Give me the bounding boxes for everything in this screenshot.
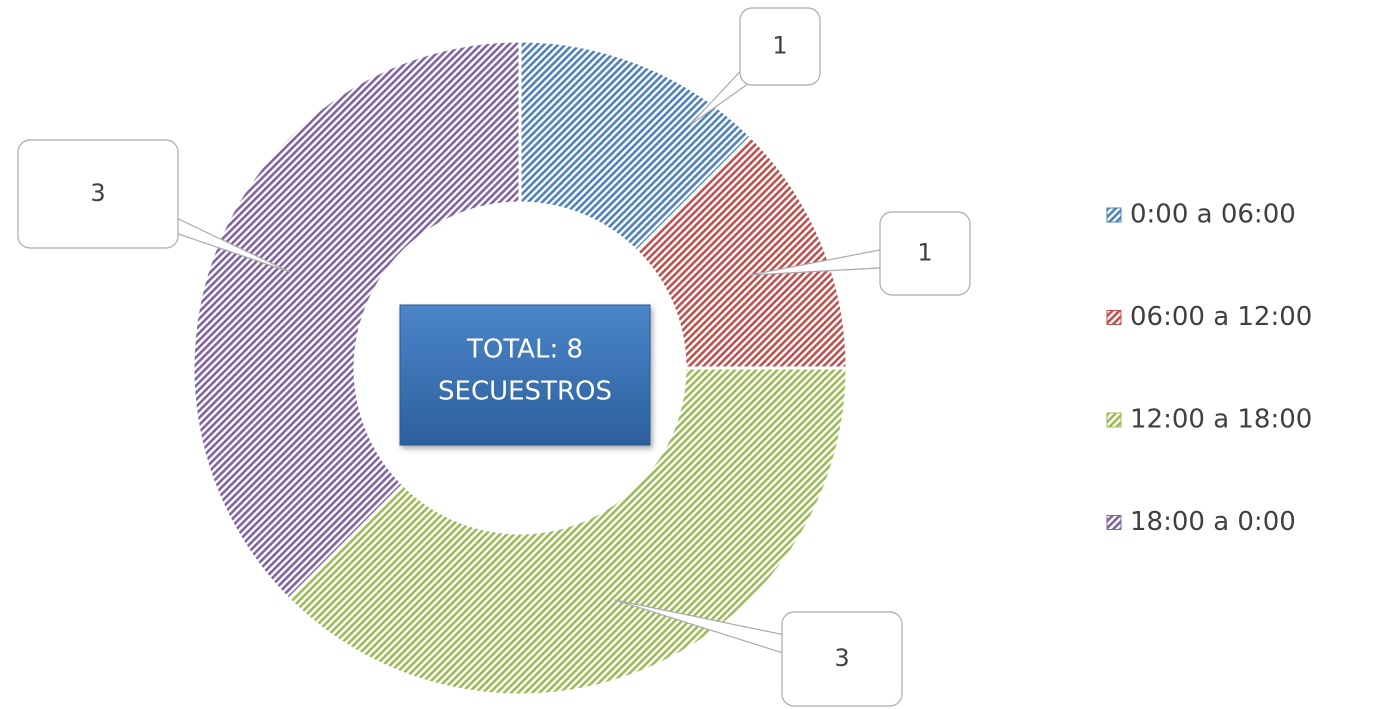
callout-box (781, 611, 903, 707)
data-label: 1 (917, 239, 932, 267)
donut-slice (518, 39, 754, 254)
donut-slice (634, 134, 849, 370)
data-label: 3 (90, 179, 105, 207)
data-label: 3 (834, 644, 849, 672)
legend-swatch (1106, 412, 1122, 428)
center-label: SECUESTROS (438, 377, 612, 407)
legend-label: 18:00 a 0:00 (1130, 507, 1296, 537)
callouts: 1 1 3 3 (17, 7, 971, 707)
callout-box (17, 139, 179, 249)
legend: 0:00 a 06:00 06:00 a 12:00 12:00 a 18:00 18… (1106, 200, 1312, 537)
center-label: TOTAL: 8 (466, 335, 583, 365)
legend-swatch (1106, 310, 1122, 325)
data-label: 1 (772, 32, 787, 60)
slices (191, 39, 849, 697)
center-box (399, 304, 651, 446)
donut-slice (191, 39, 522, 602)
donut-slice (286, 366, 849, 697)
callout-box (739, 7, 821, 86)
legend-swatch (1106, 207, 1122, 223)
legend-label: 0:00 a 06:00 (1130, 200, 1296, 230)
legend-swatch (1106, 515, 1122, 530)
legend-label: 12:00 a 18:00 (1130, 405, 1312, 435)
callout-box (879, 211, 971, 296)
legend-label: 06:00 a 12:00 (1130, 302, 1312, 332)
